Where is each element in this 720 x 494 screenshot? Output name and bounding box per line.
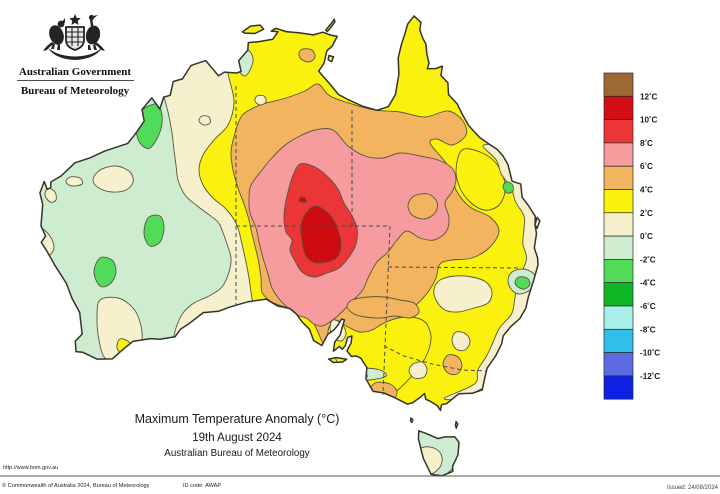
svg-text:-6°C: -6°C [640,302,656,311]
svg-text:10°C: 10°C [640,116,658,125]
svg-text:4°C: 4°C [640,186,653,195]
svg-text:Maximum Temperature Anomaly (°: Maximum Temperature Anomaly (°C) [135,412,340,426]
svg-text:12°C: 12°C [640,92,658,101]
svg-text:6°C: 6°C [640,162,653,171]
svg-text:-4°C: -4°C [640,279,656,288]
svg-text:© Commonwealth of Australia 20: © Commonwealth of Australia 2024, Bureau… [2,482,150,489]
svg-text:-12°C: -12°C [640,372,660,381]
svg-text:Australian Bureau of Meteorolo: Australian Bureau of Meteorology [164,448,310,459]
svg-text:0°C: 0°C [640,232,653,241]
svg-text:http://www.bom.gov.au: http://www.bom.gov.au [3,465,58,471]
svg-text:Issued: 24/08/2024: Issued: 24/08/2024 [667,485,719,491]
svg-text:Australian Government: Australian Government [19,66,131,78]
svg-text:2°C: 2°C [640,209,653,218]
svg-text:Bureau of Meteorology: Bureau of Meteorology [21,85,130,97]
svg-text:ID code: AWAP: ID code: AWAP [183,483,221,489]
svg-text:-2°C: -2°C [640,255,656,264]
svg-text:-10°C: -10°C [640,349,660,358]
svg-text:8°C: 8°C [640,139,653,148]
svg-text:19th August 2024: 19th August 2024 [192,432,282,444]
svg-text:-8°C: -8°C [640,325,656,334]
